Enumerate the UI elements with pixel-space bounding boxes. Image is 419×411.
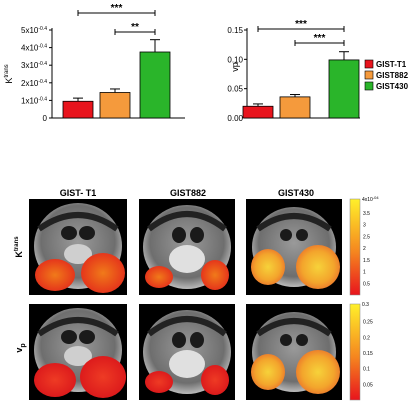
- ktrans-significance: *****: [77, 3, 156, 35]
- colorbar-vp-tick-0: 0.25: [363, 320, 373, 326]
- legend-label-0: GIST-T1: [376, 60, 407, 69]
- c2-tick-label-3: 0.15: [227, 26, 243, 35]
- c1-tick-label-0: 0: [43, 114, 48, 123]
- mri-column-headers: GIST- T1 GIST882 GIST430: [60, 188, 314, 198]
- c1-bar-gist882: [99, 92, 131, 119]
- legend-label-2: GIST430: [376, 82, 409, 91]
- mri-image-ktrans-gist-t1: [29, 199, 127, 295]
- legend-swatch-0: [364, 59, 374, 69]
- mri-row-label-vp: vp: [14, 343, 27, 352]
- mri-row-label-ktrans: Ktrans: [14, 236, 24, 258]
- colorbar-vp-tick-1: 0.2: [363, 335, 370, 341]
- colorbar-ktrans: 4x10-04 3.5 3 2.5 2 1.5 1 0.5: [349, 195, 379, 296]
- vp-bars: [242, 51, 360, 119]
- mri-image-vp-gist430: [246, 304, 342, 400]
- vp-y-label: vp: [230, 62, 240, 72]
- c1-tick-label-4: 4x10-0.4: [21, 44, 47, 53]
- c1-tick-label-5: 5x10-0.4: [21, 26, 47, 35]
- c1-tick-label-3: 3x10-0.4: [21, 61, 47, 70]
- legend-label-1: GIST882: [376, 71, 409, 80]
- colorbar-ktrans-tick-6: 0.5: [363, 281, 370, 287]
- mri-header-gist-t1: GIST- T1: [60, 188, 97, 198]
- c2-bar-gist430: [328, 59, 360, 119]
- mri-image-ktrans-gist430: [246, 199, 342, 295]
- c2-sig-label-0: ***: [295, 19, 307, 30]
- c2-bar-gist-t1: [242, 105, 274, 119]
- c2-tick-label-2: 0.10: [227, 55, 243, 64]
- c2-sig-label-1: ***: [314, 33, 326, 44]
- ktrans-bar-chart: Ktrans 0 1x10-0.4 2x10-0.4 3x10-0.4 4x10-0.4…: [4, 3, 185, 123]
- colorbar-ktrans-tick-0: 3.5: [363, 211, 370, 217]
- c1-bar-gist430: [139, 51, 171, 119]
- mri-header-gist430: GIST430: [278, 188, 314, 198]
- colorbar-vp-tick-2: 0.15: [363, 351, 373, 357]
- vp-significance: *** ***: [257, 19, 345, 46]
- legend-swatch-1: [364, 70, 374, 80]
- colorbar-ktrans-tick-2: 2.5: [363, 234, 370, 240]
- colorbar-vp: 0.3 0.25 0.2 0.15 0.1 0.05: [349, 302, 373, 401]
- c1-sig-label-1: **: [131, 22, 139, 33]
- legend-swatch-2: [364, 81, 374, 91]
- c1-tick-label-2: 2x10-0.4: [21, 79, 47, 88]
- colorbar-ktrans-top-label: 4x10-04: [362, 195, 379, 203]
- colorbar-ktrans-tick-4: 1.5: [363, 258, 370, 264]
- c2-tick-label-0: 0.00: [227, 114, 243, 123]
- c1-bar-gist-t1: [62, 100, 94, 119]
- legend: GIST-T1 GIST882 GIST430: [364, 59, 409, 91]
- vp-bar-chart: vp 0.00 0.05 0.10 0.15 *** ***: [227, 19, 360, 123]
- c1-sig-label-0: ***: [111, 3, 123, 14]
- c1-tick-label-1: 1x10-0.4: [21, 96, 47, 105]
- ktrans-y-label: Ktrans: [4, 64, 14, 83]
- c2-tick-label-1: 0.05: [227, 85, 243, 94]
- colorbar-ktrans-tick-3: 2: [363, 246, 366, 252]
- mri-image-vp-gist882: [139, 304, 235, 400]
- colorbar-ktrans-tick-5: 1: [363, 270, 366, 276]
- mri-header-gist882: GIST882: [170, 188, 206, 198]
- ktrans-bars: [62, 39, 171, 119]
- mri-image-ktrans-gist882: [139, 199, 235, 295]
- c2-bar-gist882: [279, 96, 311, 119]
- colorbar-vp-tick-3: 0.1: [363, 367, 370, 373]
- colorbar-vp-tick-4: 0.05: [363, 382, 373, 388]
- ktrans-y-ticks: 0 1x10-0.4 2x10-0.4 3x10-0.4 4x10-0.4 5x10-0.…: [21, 26, 52, 123]
- colorbar-ktrans-tick-1: 3: [363, 223, 366, 229]
- mri-image-vp-gist-t1: [29, 304, 127, 400]
- colorbar-vp-top-label: 0.3: [362, 302, 369, 308]
